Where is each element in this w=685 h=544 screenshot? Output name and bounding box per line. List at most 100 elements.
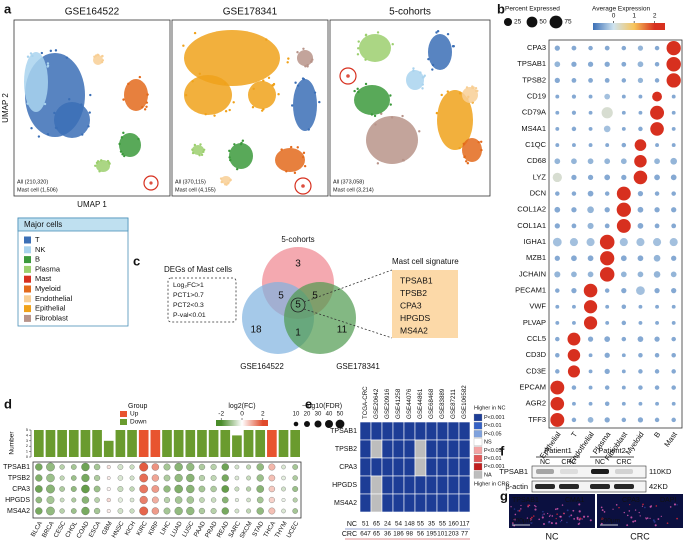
heatmap-cell [359, 439, 372, 459]
legend-swatch [24, 265, 31, 273]
fc-dot [81, 484, 90, 494]
sample-count: 65 [373, 531, 381, 538]
cell-scatter [418, 130, 421, 133]
size-key [503, 17, 513, 27]
legend-entry: Endothelial [35, 294, 72, 303]
cell-scatter [191, 151, 195, 155]
cell-scatter [421, 83, 424, 86]
band [590, 484, 610, 489]
size-key-label: 30 [315, 412, 322, 418]
fc-dot [281, 508, 286, 514]
band [536, 469, 554, 474]
fc-dot [93, 507, 101, 515]
cell-cluster [354, 85, 390, 115]
cell-cluster [149, 181, 153, 185]
speckle [628, 510, 631, 512]
expression-dot [552, 237, 562, 247]
gene-label: COL1A1 [517, 221, 546, 230]
cell-scatter [285, 170, 288, 173]
cell-scatter [462, 142, 465, 146]
fc-dot [129, 464, 135, 470]
speckle [676, 504, 678, 506]
cell-scatter [68, 98, 71, 101]
expression-dot [571, 191, 577, 196]
legend-swatch [473, 471, 483, 479]
legend-swatch [473, 430, 483, 438]
cell-scatter [310, 60, 313, 63]
cell-scatter [412, 67, 415, 70]
heatmap-cell [458, 457, 471, 477]
umap-annotation: All (370,115) [175, 179, 206, 185]
heatmap-cell [436, 439, 449, 459]
gene-label: CD68 [527, 156, 546, 165]
expression-dot [555, 143, 560, 148]
cell-scatter [200, 153, 204, 157]
fc-dot [46, 496, 55, 504]
cell-scatter [123, 154, 126, 158]
size-key [293, 421, 299, 427]
speckle [657, 518, 660, 520]
fc-dot [59, 497, 65, 503]
expression-dot [586, 238, 595, 247]
dataset-label: GSE83889 [439, 388, 446, 419]
size-key-label: 50 [539, 19, 547, 26]
heatmap-cell [425, 475, 438, 495]
fc-dot [281, 475, 286, 481]
cell-scatter [224, 109, 228, 113]
expression-dot [621, 417, 627, 423]
expression-dot [555, 191, 560, 196]
speckle [556, 507, 559, 510]
cell-scatter [306, 65, 309, 68]
expression-dot [552, 172, 562, 183]
umap-annotation: Mast cell (1,506) [17, 187, 58, 193]
fc-dot [292, 508, 298, 514]
fc-dot [117, 497, 123, 503]
expression-dot [550, 396, 565, 411]
gene-label: MZB1 [526, 253, 546, 262]
expression-dot [554, 271, 561, 278]
mast-highlight [294, 177, 312, 195]
expression-dot [671, 320, 676, 325]
cell-scatter [26, 55, 30, 58]
fc-dot [139, 506, 149, 516]
sample-count: 117 [459, 521, 470, 528]
fc-dot [174, 473, 183, 483]
expression-dot [634, 155, 647, 168]
gene-label: IGHA1 [523, 237, 546, 246]
signature-gene: MS4A2 [400, 325, 428, 335]
speckle [527, 504, 530, 507]
cell-scatter [95, 161, 99, 165]
expression-dot [637, 255, 644, 262]
bar [243, 430, 254, 457]
lane-label: NC [540, 459, 550, 466]
x-tick-label: B [652, 430, 662, 439]
gene-label: TPSAB1 [517, 59, 546, 68]
fc-dot [70, 508, 77, 514]
legend-swatch [24, 295, 31, 303]
expression-dot [621, 110, 626, 115]
cell-scatter [193, 31, 197, 35]
expression-dot [604, 61, 610, 67]
cell-cluster [437, 90, 473, 150]
fc-dot [246, 464, 252, 470]
region-count: 5 [312, 291, 318, 302]
fc-dot [46, 484, 55, 494]
legend-entry: T [35, 235, 40, 244]
expression-dot [666, 40, 681, 56]
heatmap-cell [359, 421, 372, 441]
heatmap-cell [414, 493, 427, 513]
expression-dot [671, 191, 676, 196]
legend-title: Major cells [24, 220, 62, 229]
cell-scatter [427, 57, 430, 61]
umap-annotation: All (210,320) [17, 179, 48, 185]
fc-dot [106, 509, 111, 513]
expression-dot [621, 287, 627, 294]
speckle [555, 517, 557, 520]
expression-dot [621, 385, 626, 390]
heatmap-cell [392, 457, 405, 477]
speckle [533, 504, 536, 507]
sample-count: 56 [417, 531, 425, 538]
expression-dot [550, 412, 565, 427]
expression-dot [621, 61, 627, 67]
fc-dot [151, 496, 159, 504]
